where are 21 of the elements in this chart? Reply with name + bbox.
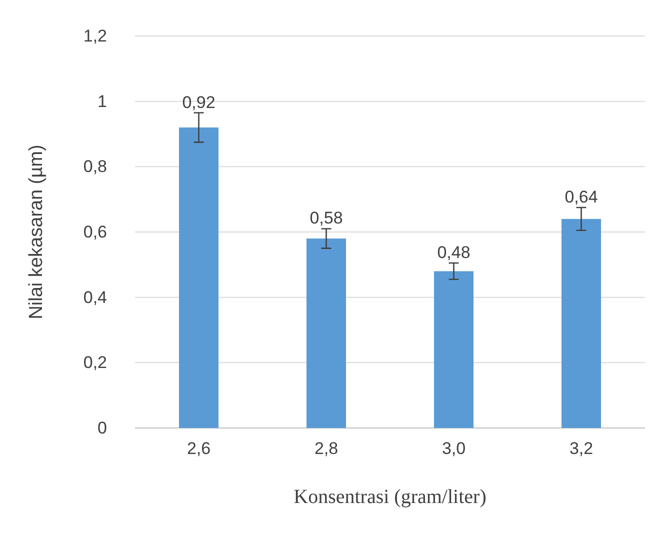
x-axis-title: Konsentrasi (gram/liter) [294,486,486,508]
y-tick-label: 1 [98,92,107,111]
data-label: 0,92 [182,92,216,112]
bar [306,238,346,428]
bar [561,218,602,428]
y-tick-label: 0,4 [83,288,107,307]
data-label: 0,64 [564,188,598,206]
x-tick-label: 2,6 [186,439,211,458]
data-label: 0,58 [310,208,343,228]
x-tick-label: 3,2 [569,439,594,458]
y-axis-title: Nilai kekasaran (µm) [26,144,47,320]
y-tick-label: 0 [98,418,107,438]
y-tick-label: 1,2 [83,26,107,46]
x-tick-label: 3,0 [442,439,466,458]
x-tick-label: 2,8 [314,439,338,458]
data-label: 0,48 [437,243,470,262]
y-tick-label: 0,8 [83,157,107,176]
bar [434,271,474,428]
bar [178,127,219,428]
y-tick-label: 0,2 [83,353,107,372]
y-tick-label: 0,6 [83,222,107,242]
